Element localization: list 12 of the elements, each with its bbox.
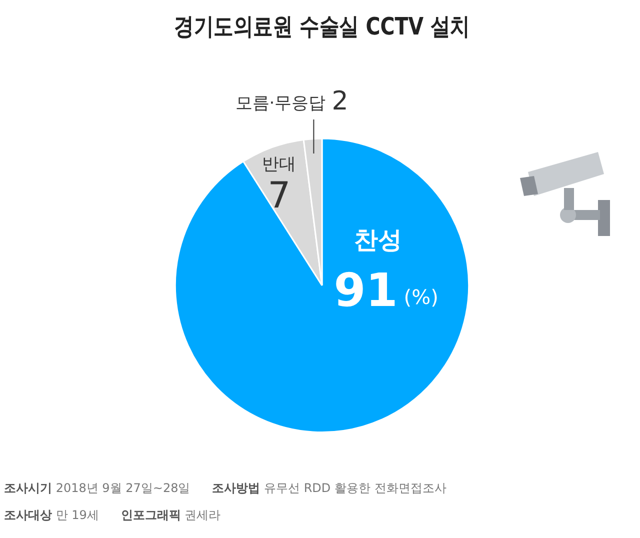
slice-label: 모름·무응답 — [235, 93, 326, 114]
data-label: 7 — [268, 176, 291, 217]
slice-label: 반대 — [262, 154, 296, 175]
text: 조사시기 2018년 9월 27일~28일 — [4, 480, 190, 497]
text: 인포그래픽 권세라 — [120, 507, 221, 524]
text: 조사방법 유무선 RDD 활용한 전화면접조사 — [212, 480, 446, 497]
text: 조사대상 만 19세 — [4, 507, 99, 524]
chart-title: 경기도의료원 수술실 CCTV 설치 — [174, 14, 470, 42]
data-label: 2 — [332, 86, 348, 116]
text: (%) — [404, 285, 438, 310]
slice-label: 찬성 — [354, 226, 402, 254]
data-label: 91 — [334, 263, 398, 318]
